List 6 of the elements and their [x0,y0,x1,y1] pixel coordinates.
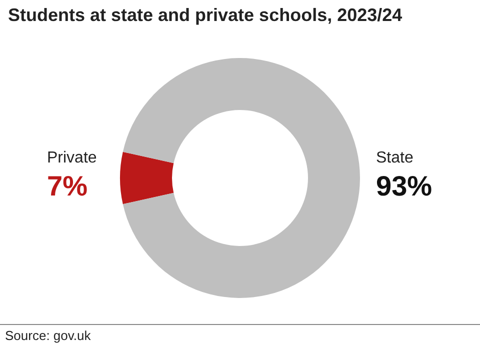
source-note: Source: gov.uk [5,328,92,343]
data-label: 7% [47,170,88,202]
slice-label: State [376,150,414,166]
data-label: 93% [376,170,432,202]
slice-label: Private [47,150,97,166]
chart-title: Students at state and private schools, 2023/24 [8,5,402,25]
